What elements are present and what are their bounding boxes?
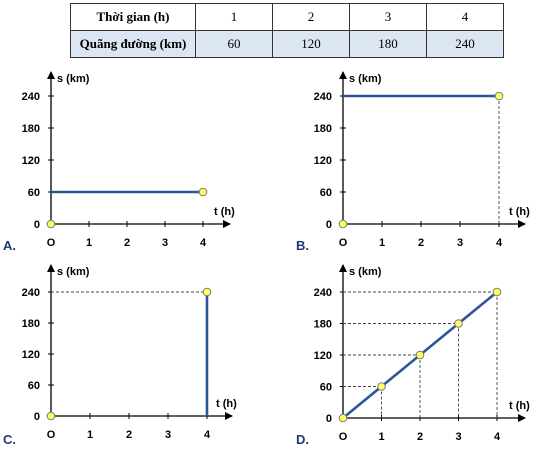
y-tick-label: 0 (326, 413, 332, 425)
x-tick-label: 2 (124, 237, 130, 249)
data-point (338, 219, 348, 229)
data-point (377, 382, 386, 391)
data-point (492, 287, 502, 297)
y-axis-label: s (km) (349, 266, 382, 278)
x-tick-label: 4 (496, 237, 503, 249)
option-label: D. (296, 432, 309, 447)
x-tick-label: 3 (162, 237, 168, 249)
y-tick-label: 240 (22, 91, 40, 103)
y-axis-label: s (km) (57, 266, 90, 278)
y-tick-label: 180 (314, 319, 332, 331)
data-point (46, 411, 56, 421)
y-tick-label: 120 (22, 349, 40, 361)
y-tick-label: 180 (22, 318, 40, 330)
data-table: Thời gian (h) 1 2 3 4 Quãng đường (km) 6… (70, 3, 504, 58)
row-header: Thời gian (h) (70, 3, 196, 31)
x-tick-label: 3 (457, 237, 463, 249)
y-tick-label: 0 (34, 411, 40, 423)
y-tick-label: 60 (320, 187, 332, 199)
x-tick-label: 1 (378, 431, 384, 443)
x-tick-label: O (339, 431, 348, 443)
y-tick-label: 0 (34, 219, 40, 231)
x-axis-label: t (h) (216, 398, 237, 410)
y-tick-label: 240 (314, 91, 332, 103)
data-point (338, 413, 348, 423)
x-tick-label: 1 (86, 237, 92, 249)
table-cell: 120 (272, 30, 350, 58)
x-tick-label: 4 (494, 431, 501, 443)
y-tick-label: 60 (320, 382, 332, 394)
y-tick-label: 60 (28, 380, 40, 392)
y-tick-label: 120 (314, 350, 332, 362)
data-point (454, 319, 463, 328)
y-tick-label: 240 (314, 287, 332, 299)
y-tick-label: 0 (326, 219, 332, 231)
table-row: Quãng đường (km) 60 120 180 240 (70, 30, 504, 58)
x-tick-label: O (47, 429, 56, 441)
x-tick-label: 4 (204, 429, 211, 441)
x-tick-label: O (47, 237, 56, 249)
x-tick-label: 3 (165, 429, 171, 441)
table-row: Thời gian (h) 1 2 3 4 (70, 3, 504, 31)
y-tick-label: 180 (314, 123, 332, 135)
x-tick-label: O (339, 237, 348, 249)
option-label: C. (3, 432, 16, 447)
x-tick-label: 3 (455, 431, 461, 443)
x-tick-label: 1 (379, 237, 385, 249)
row-header: Quãng đường (km) (70, 30, 196, 58)
y-tick-label: 120 (22, 155, 40, 167)
x-tick-label: 4 (200, 237, 207, 249)
table-cell: 60 (195, 30, 273, 58)
y-tick-label: 180 (22, 123, 40, 135)
x-tick-label: 2 (126, 429, 132, 441)
x-axis-label: t (h) (509, 206, 530, 218)
data-point (46, 219, 56, 229)
data-point (415, 350, 425, 360)
y-tick-label: 240 (22, 287, 40, 299)
y-axis-label: s (km) (57, 73, 90, 85)
option-label: B. (296, 238, 309, 253)
data-point (494, 91, 504, 101)
y-axis-label: s (km) (349, 73, 382, 85)
table-cell: 4 (426, 3, 504, 31)
y-tick-label: 120 (314, 155, 332, 167)
data-point (198, 187, 208, 197)
x-tick-label: 2 (417, 431, 423, 443)
table-cell: 180 (349, 30, 427, 58)
y-tick-label: 60 (28, 187, 40, 199)
table-cell: 240 (426, 30, 504, 58)
option-label: A. (3, 238, 16, 253)
table-cell: 1 (195, 3, 273, 31)
x-tick-label: 1 (87, 429, 93, 441)
x-tick-label: 2 (418, 237, 424, 249)
x-axis-label: t (h) (509, 400, 530, 412)
x-axis-label: t (h) (214, 206, 235, 218)
data-point (202, 287, 212, 297)
